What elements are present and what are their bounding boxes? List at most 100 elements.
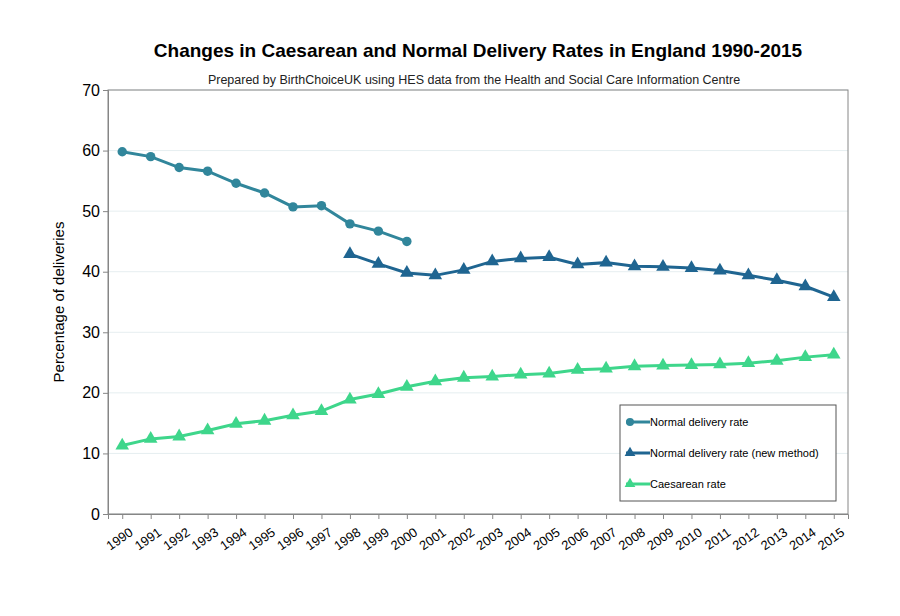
x-tick-mark — [151, 514, 152, 519]
series-marker — [174, 163, 183, 172]
x-tick-label: 1991 — [132, 524, 164, 553]
x-tick-mark — [635, 514, 636, 519]
series-marker — [656, 358, 670, 370]
legend-marker — [626, 418, 634, 426]
x-tick: 1999 — [360, 514, 392, 553]
x-tick: 1993 — [189, 514, 221, 553]
y-tick-mark — [103, 272, 108, 273]
series-marker — [514, 367, 528, 379]
x-tick: 2015 — [815, 514, 847, 553]
x-tick-label: 2006 — [559, 524, 591, 553]
series-marker — [827, 289, 841, 301]
series-marker — [485, 369, 499, 381]
series-marker — [229, 416, 243, 428]
x-tick: 2008 — [616, 514, 648, 553]
series-marker — [400, 265, 414, 277]
series-marker — [571, 257, 585, 269]
legend-entry: Caesarean rate — [625, 478, 726, 490]
series-marker — [172, 429, 186, 441]
x-tick: 2009 — [644, 514, 676, 553]
y-tick: 60 — [82, 142, 108, 159]
series-marker — [118, 147, 127, 156]
series-marker — [429, 268, 443, 280]
series-marker — [374, 226, 383, 235]
x-tick-mark — [122, 514, 123, 519]
y-tick-label: 20 — [82, 384, 100, 401]
x-tick-label: 2015 — [815, 524, 847, 553]
x-tick-label: 2001 — [416, 524, 448, 553]
x-axis: 1990199119921993199419951996199719981999… — [103, 514, 848, 553]
series-marker — [742, 268, 756, 280]
series-marker — [628, 258, 642, 270]
y-tick-label: 50 — [82, 203, 100, 220]
subtitle: Prepared by BirthChoiceUK using HES data… — [208, 73, 740, 87]
x-tick: 1994 — [217, 514, 249, 553]
x-tick-mark — [748, 514, 749, 519]
x-tick-label: 1997 — [303, 524, 335, 553]
y-tick-mark — [103, 332, 108, 333]
x-tick-mark — [578, 514, 579, 519]
x-tick: 1990 — [103, 514, 135, 553]
x-tick-label: 2010 — [673, 524, 705, 553]
x-tick-mark — [208, 514, 209, 519]
y-tick-label: 0 — [91, 506, 100, 523]
series-marker — [799, 349, 813, 361]
x-tick-label: 1999 — [360, 524, 392, 553]
y-tick: 40 — [82, 263, 108, 280]
y-tick: 20 — [82, 384, 108, 401]
x-tick: 2006 — [559, 514, 591, 553]
x-tick: 2001 — [416, 514, 448, 553]
x-tick-mark — [777, 514, 778, 519]
x-tick: 2012 — [730, 514, 762, 553]
series-line — [122, 152, 407, 242]
x-tick-label: 2014 — [786, 524, 818, 553]
x-tick-mark — [435, 514, 436, 519]
y-tick: 0 — [91, 506, 108, 523]
x-tick: 2000 — [388, 514, 420, 553]
x-tick: 2005 — [530, 514, 562, 553]
x-tick-label: 1998 — [331, 524, 363, 553]
plot: 0102030405060701990199119921993199419951… — [82, 82, 848, 554]
x-tick: 2011 — [702, 514, 734, 553]
x-tick-label: 2008 — [616, 524, 648, 553]
series-marker — [799, 278, 813, 290]
title: Changes in Caesarean and Normal Delivery… — [154, 40, 803, 61]
series-marker — [231, 179, 240, 188]
grid — [108, 90, 848, 514]
series-marker — [400, 379, 414, 391]
x-tick-mark — [179, 514, 180, 519]
x-tick: 2010 — [673, 514, 705, 553]
series-marker — [485, 254, 499, 266]
series-marker — [571, 362, 585, 374]
x-tick: 2003 — [473, 514, 505, 553]
series-marker — [258, 413, 272, 425]
series-marker — [345, 219, 354, 228]
x-tick-label: 2004 — [502, 524, 534, 553]
y-tick-mark — [103, 453, 108, 454]
legend-marker — [625, 447, 636, 456]
series-marker — [372, 256, 386, 268]
x-tick-mark — [236, 514, 237, 519]
series-marker — [144, 431, 158, 443]
marks — [115, 147, 840, 449]
plot-frame — [108, 90, 848, 514]
series-marker — [770, 353, 784, 365]
series-marker — [628, 358, 642, 370]
x-tick-label: 1993 — [189, 524, 221, 553]
series-marker — [203, 166, 212, 175]
x-tick-mark — [720, 514, 721, 519]
x-tick-mark — [691, 514, 692, 519]
x-tick-label: 2000 — [388, 524, 420, 553]
y-tick-mark — [103, 393, 108, 394]
x-tick-mark — [265, 514, 266, 519]
x-tick-mark — [492, 514, 493, 519]
series-marker — [599, 361, 613, 373]
series-marker — [685, 357, 699, 369]
x-tick-mark — [293, 514, 294, 519]
series-marker — [429, 374, 443, 386]
y-tick: 50 — [82, 203, 108, 220]
x-tick: 2007 — [587, 514, 619, 553]
x-tick: 1998 — [331, 514, 363, 553]
series-marker — [827, 347, 841, 359]
x-tick-label: 2009 — [644, 524, 676, 553]
